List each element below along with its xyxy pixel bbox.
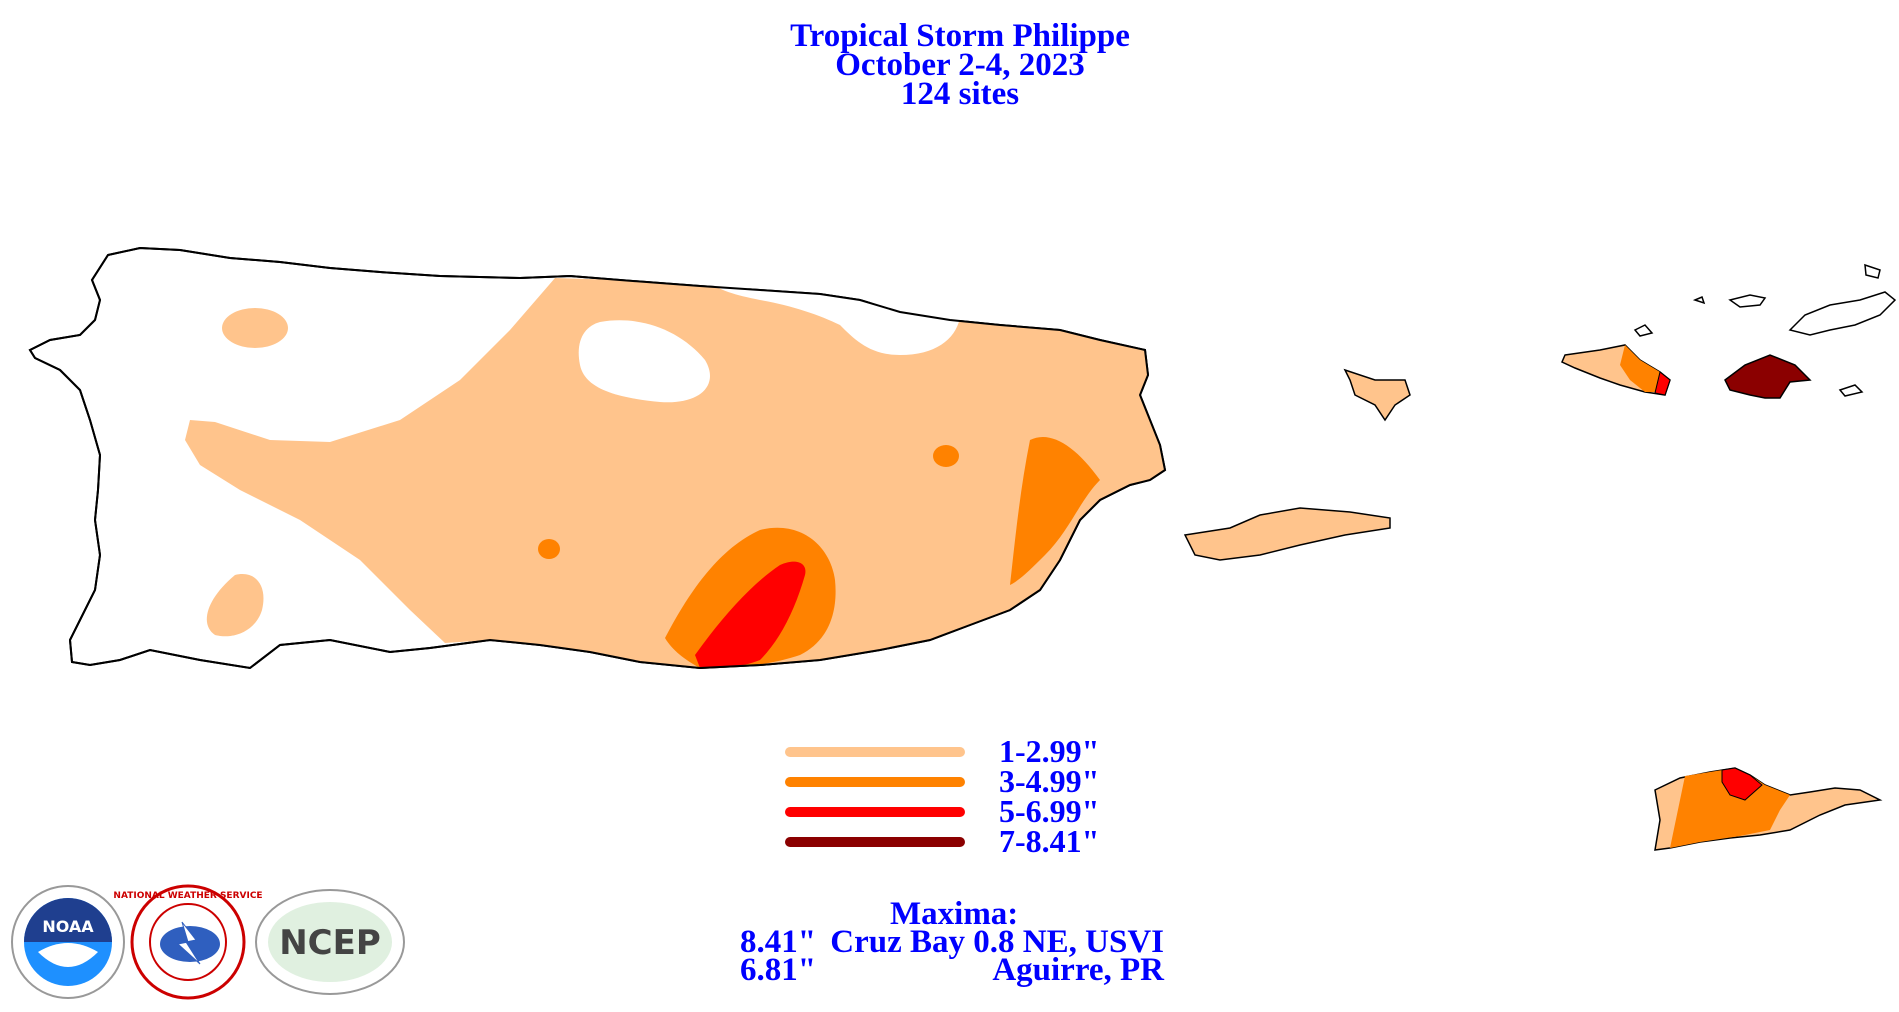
legend-row-2: 3-4.99" [785,763,1205,799]
small-island-5 [1692,295,1706,305]
maxima-heading: Maxima: [890,896,1019,932]
title-site-count: 124 sites [900,76,1020,112]
st-thomas-band-2 [1620,345,1660,392]
maxima-row-1: 8.41" Cruz Bay 0.8 NE, USVI [0,924,1899,960]
legend-swatch-3 [785,807,965,817]
legend-row-4: 7-8.41" [785,823,1205,859]
legend-swatch-2 [785,777,965,787]
rain-band-3-south [695,561,806,668]
dry-area-northeast [710,282,960,355]
maxima-row-2: 6.81" Aguirre, PR [0,952,1899,988]
rain-spot-south-central [538,539,560,559]
puerto-rico-coastline [28,246,1167,670]
title-date-range: October 2-4, 2023 [835,47,1085,83]
ncep-logo-text: NCEP [279,923,381,963]
legend-swatch-4 [785,837,965,847]
small-island-3 [1838,384,1864,397]
agency-logos: NOAA NATIONAL WEATHER SERVICE NCEP [11,884,405,1000]
dry-area-north [578,320,710,403]
rain-band-1-main [185,278,1165,668]
st-croix-band-3 [1721,767,1763,801]
legend-label-1: 1-2.99" [999,733,1100,769]
maxima-site-1: Cruz Bay 0.8 NE, USVI [830,924,1164,960]
title-storm-name: Tropical Storm Philippe [790,18,1130,54]
tortola-island [1788,291,1897,336]
ncep-logo: NCEP [255,889,405,995]
rain-band-2-east [1010,436,1100,585]
legend-row-3: 5-6.99" [785,793,1205,829]
rain-spot-central [933,445,959,467]
rain-spot-west-south [206,574,264,637]
noaa-logo: NOAA [11,885,125,999]
rainfall-legend: 1-2.99" 3-4.99" 5-6.99" 7-8.41" [785,733,1205,859]
maxima-value-1: 8.41" [740,924,817,960]
nws-logo-text: NATIONAL WEATHER SERVICE [113,891,262,901]
st-john-island [1724,354,1812,399]
noaa-logo-text: NOAA [42,917,94,936]
map-title: Tropical Storm Philippe October 2-4, 202… [0,18,1899,112]
legend-label-3: 5-6.99" [999,793,1100,829]
st-thomas-band-3 [1654,371,1671,396]
small-island-1 [1728,294,1767,308]
nws-logo: NATIONAL WEATHER SERVICE [113,884,263,1000]
maxima-site-2: Aguirre, PR [992,952,1164,988]
small-island-4 [1864,263,1881,279]
culebra-island [1343,368,1411,422]
legend-swatch-1 [785,747,965,757]
maxima-value-2: 6.81" [740,952,817,988]
legend-label-2: 3-4.99" [999,763,1100,799]
legend-label-4: 7-8.41" [999,823,1100,859]
st-croix-band-2 [1670,768,1790,848]
rain-spot-west-north [222,308,288,348]
legend-row-1: 1-2.99" [785,733,1205,769]
vieques-island [1183,507,1391,561]
small-island-2 [1633,324,1654,337]
